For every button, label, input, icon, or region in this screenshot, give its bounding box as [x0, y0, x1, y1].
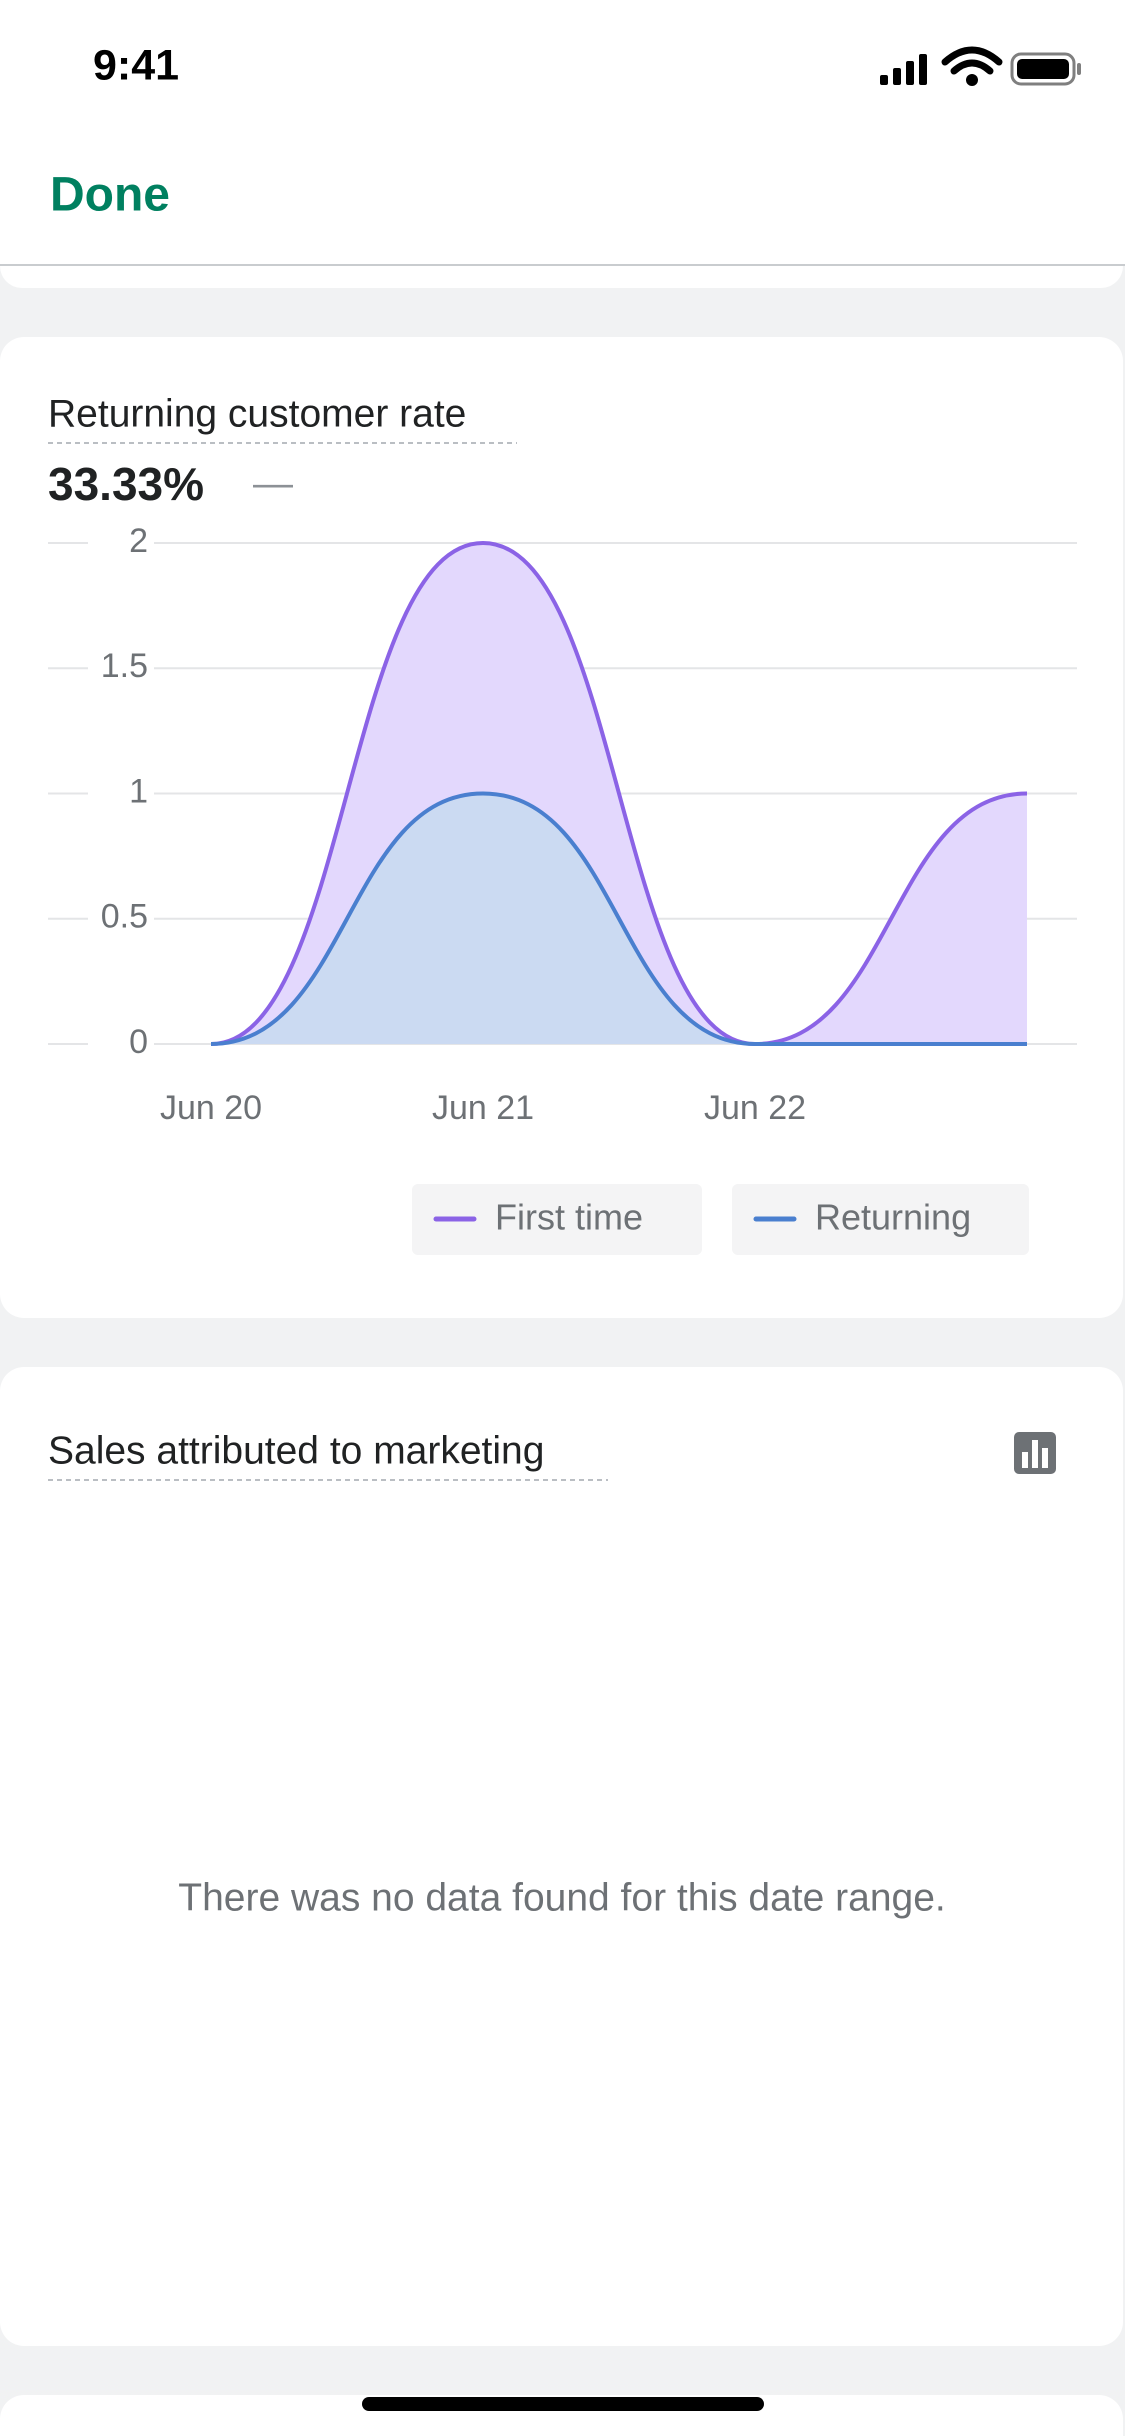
y-tick-label: 0.5	[101, 898, 148, 936]
y-tick-label: 1	[129, 772, 148, 810]
y-tick-label: 1.5	[101, 647, 148, 685]
legend-label: First time	[495, 1197, 643, 1238]
empty-message: There was no data found for this date ra…	[178, 1876, 946, 1919]
header	[0, 0, 1125, 265]
done-button[interactable]: Done	[50, 169, 170, 222]
line	[210, 540, 1028, 1047]
legend-box	[412, 1184, 702, 1255]
tick-label-bg	[88, 648, 154, 689]
home-indicator	[362, 2397, 764, 2411]
tick-label-bg	[88, 1024, 154, 1064]
metric-change: —	[253, 462, 293, 506]
line	[210, 791, 1027, 1046]
signal-icon	[880, 54, 927, 85]
metric-value: 33.33%	[48, 458, 204, 510]
tick-label-bg	[88, 523, 154, 563]
legend-label: Returning	[815, 1197, 971, 1238]
legend-item[interactable]: Returning	[732, 1184, 1029, 1255]
legend-item[interactable]: First time	[412, 1184, 702, 1255]
legend-box	[732, 1184, 1029, 1255]
x-tick-label: Jun 21	[432, 1089, 534, 1127]
y-tick-label: 0	[129, 1023, 148, 1061]
x-tick-label: Jun 20	[160, 1089, 262, 1127]
status-time: 9:41	[93, 41, 179, 89]
y-tick-label: 2	[129, 522, 148, 560]
card	[0, 1367, 1123, 2346]
plot: 0 0.5 1 1.5 2 Jun 20 Jun 21 Jun 22 First time Ret…	[48, 522, 1077, 1255]
battery-icon	[1010, 52, 1081, 86]
card-edge	[0, 2395, 1123, 2436]
x-tick-label: Jun 22	[704, 1089, 806, 1127]
card-title: Returning customer rate	[48, 392, 466, 435]
wifi-icon	[941, 46, 1003, 86]
card-title: Sales attributed to marketing	[48, 1429, 544, 1472]
chart-type-icon[interactable]	[1014, 1432, 1056, 1474]
tick-label-bg	[88, 898, 154, 939]
tick-label-bg	[88, 773, 154, 814]
